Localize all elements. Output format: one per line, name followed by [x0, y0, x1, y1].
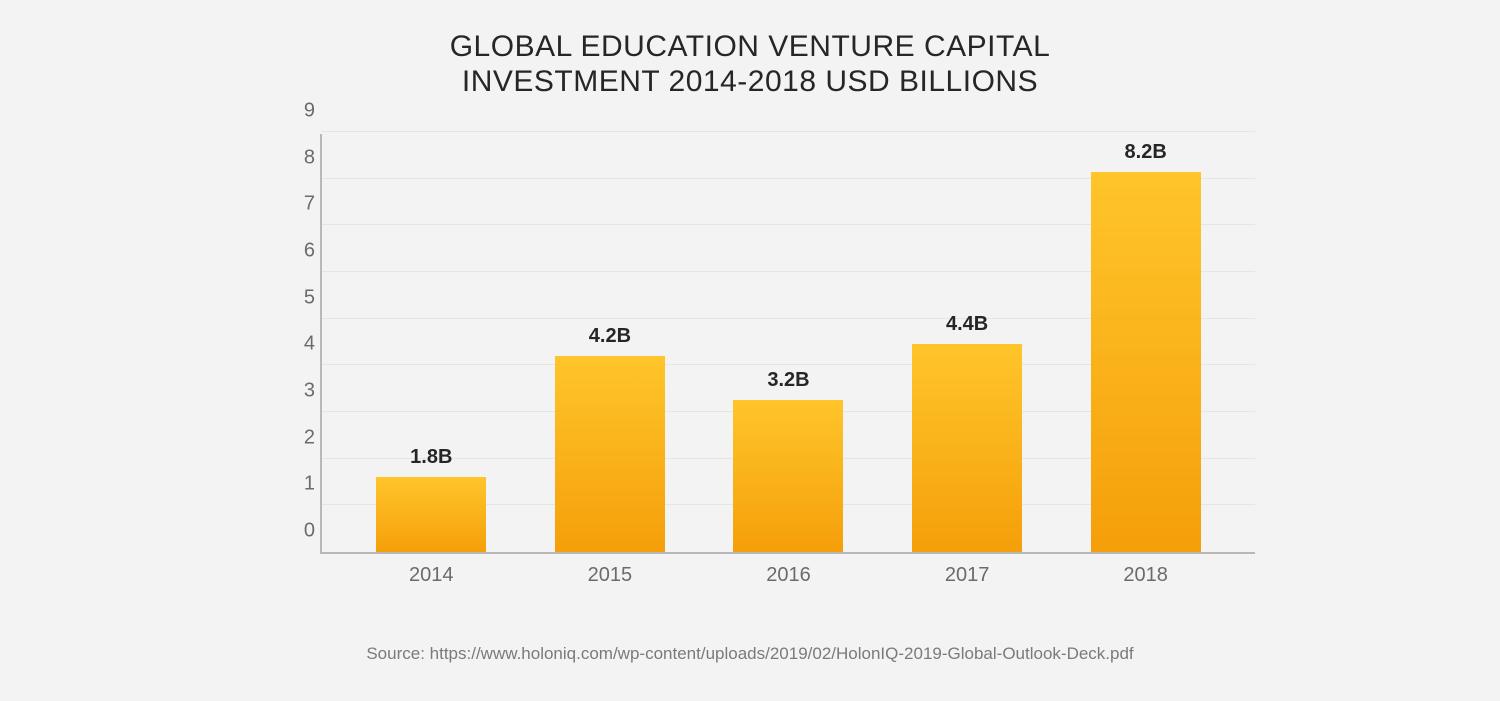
- bar-value-label: 8.2B: [1125, 141, 1167, 164]
- y-tick-label: 6: [285, 240, 315, 263]
- y-tick-label: 8: [285, 146, 315, 169]
- x-tick-label: 2018: [1123, 564, 1168, 587]
- y-tick-label: 5: [285, 286, 315, 309]
- bar-slot: 3.2B2016: [699, 134, 878, 552]
- y-tick-label: 2: [285, 426, 315, 449]
- y-tick-label: 4: [285, 333, 315, 356]
- bar: [555, 356, 665, 552]
- bar-slot: 8.2B2018: [1056, 134, 1235, 552]
- bar-value-label: 1.8B: [410, 446, 452, 469]
- bar-slot: 1.8B2014: [342, 134, 521, 552]
- chart-title-line-1: GLOBAL EDUCATION VENTURE CAPITAL: [450, 30, 1051, 63]
- chart-title-line-2: INVESTMENT 2014-2018 USD BILLIONS: [462, 65, 1038, 98]
- bar: [376, 477, 486, 552]
- bar-slot: 4.4B2017: [878, 134, 1057, 552]
- source-text: Source: https://www.holoniq.com/wp-conte…: [366, 644, 1133, 664]
- bars-container: 1.8B20144.2B20153.2B20164.4B20178.2B2018: [322, 134, 1255, 552]
- y-tick-label: 9: [285, 100, 315, 123]
- x-tick-label: 2015: [588, 564, 633, 587]
- bar: [1091, 172, 1201, 552]
- bar-value-label: 4.2B: [589, 325, 631, 348]
- y-tick-label: 7: [285, 193, 315, 216]
- y-tick-label: 3: [285, 380, 315, 403]
- y-tick-label: 0: [285, 520, 315, 543]
- x-tick-label: 2017: [945, 564, 990, 587]
- bar: [733, 400, 843, 552]
- y-tick-label: 1: [285, 473, 315, 496]
- bar-value-label: 3.2B: [767, 369, 809, 392]
- x-tick-label: 2014: [409, 564, 454, 587]
- chart-area: 1.8B20144.2B20153.2B20164.4B20178.2B2018…: [285, 134, 1255, 584]
- plot-area: 1.8B20144.2B20153.2B20164.4B20178.2B2018: [320, 134, 1255, 554]
- bar-value-label: 4.4B: [946, 313, 988, 336]
- grid-line: [322, 131, 1255, 132]
- bar-slot: 4.2B2015: [521, 134, 700, 552]
- chart-title: GLOBAL EDUCATION VENTURE CAPITAL INVESTM…: [450, 30, 1051, 99]
- x-tick-label: 2016: [766, 564, 811, 587]
- bar: [912, 344, 1022, 552]
